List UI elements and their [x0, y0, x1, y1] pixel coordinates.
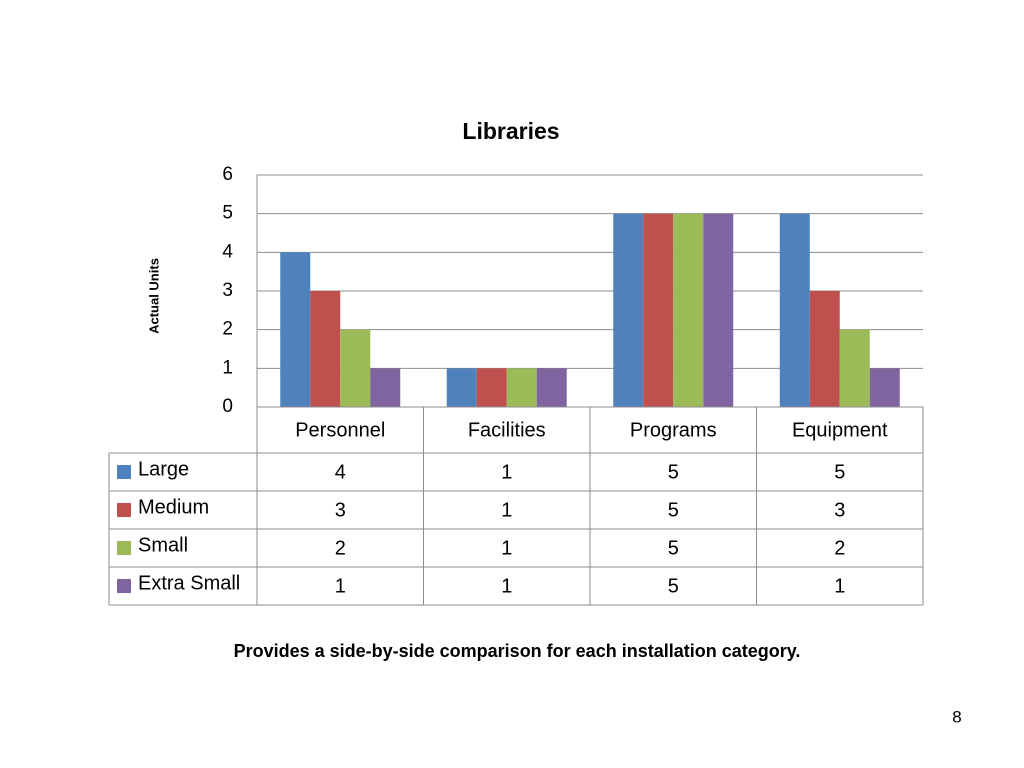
- table-value: 1: [501, 537, 512, 559]
- legend-label: Small: [138, 534, 188, 556]
- page-number: 8: [952, 707, 961, 726]
- table-value: 1: [501, 575, 512, 597]
- y-axis-label: Actual Units: [146, 258, 161, 334]
- legend-label: Medium: [138, 496, 209, 518]
- table-value: 1: [501, 499, 512, 521]
- bar: [869, 368, 900, 407]
- bar: [536, 368, 567, 407]
- table-value: 1: [335, 575, 346, 597]
- bar: [809, 291, 840, 407]
- y-tick-label: 1: [222, 357, 233, 378]
- y-tick-label: 4: [222, 241, 233, 262]
- bar: [280, 252, 311, 407]
- y-tick-label: 2: [222, 319, 233, 340]
- x-tick-label: Facilities: [468, 419, 546, 441]
- x-tick-label: Programs: [630, 419, 717, 441]
- bar: [370, 368, 401, 407]
- y-tick-label: 0: [222, 396, 233, 417]
- bar: [779, 213, 810, 407]
- bar: [643, 213, 674, 407]
- table-value: 1: [834, 575, 845, 597]
- y-tick-label: 6: [222, 164, 233, 185]
- table-value: 4: [335, 461, 346, 483]
- chart-title: Libraries: [462, 118, 559, 144]
- table-value: 3: [834, 499, 845, 521]
- legend-key: [117, 465, 131, 479]
- table-value: 5: [668, 499, 679, 521]
- table-value: 5: [668, 461, 679, 483]
- legend-key: [117, 541, 131, 555]
- x-tick-label: Personnel: [295, 419, 385, 441]
- bar: [839, 329, 870, 407]
- bar: [310, 291, 341, 407]
- y-tick-label: 3: [222, 280, 233, 301]
- x-tick-label: Equipment: [792, 419, 888, 441]
- table-value: 5: [834, 461, 845, 483]
- table-value: 5: [668, 537, 679, 559]
- table-value: 3: [335, 499, 346, 521]
- legend-label: Large: [138, 458, 189, 480]
- bar: [446, 368, 477, 407]
- legend-label: Extra Small: [138, 572, 240, 594]
- bar: [506, 368, 537, 407]
- legend-key: [117, 503, 131, 517]
- y-tick-label: 5: [222, 203, 233, 224]
- bar: [613, 213, 644, 407]
- table-value: 2: [834, 537, 845, 559]
- bar: [340, 329, 371, 407]
- table-value: 5: [668, 575, 679, 597]
- bar: [673, 213, 704, 407]
- bar: [476, 368, 507, 407]
- table-value: 1: [501, 461, 512, 483]
- legend-key: [117, 579, 131, 593]
- caption: Provides a side-by-side comparison for e…: [234, 641, 801, 661]
- table-value: 2: [335, 537, 346, 559]
- bar: [703, 213, 734, 407]
